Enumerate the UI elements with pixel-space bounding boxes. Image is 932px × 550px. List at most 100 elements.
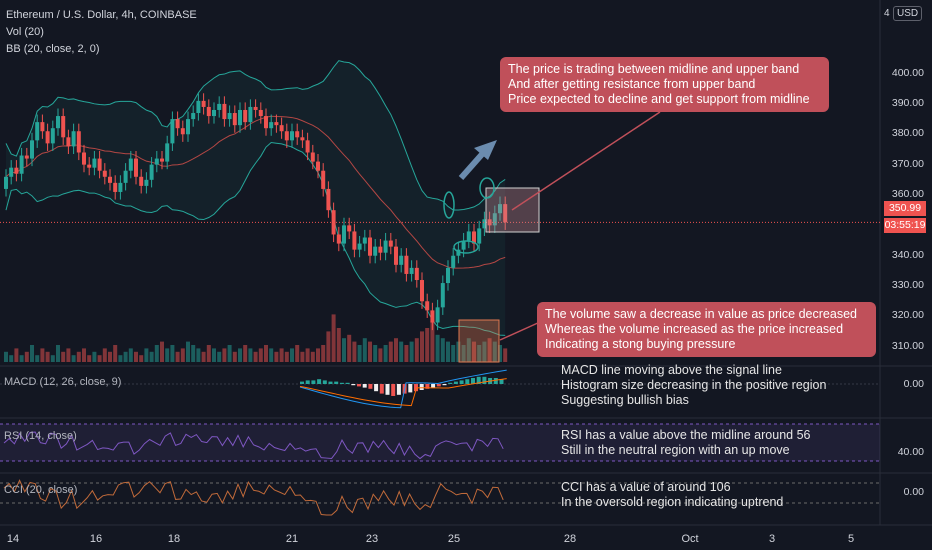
candle-body [300,137,305,141]
volume-bar [472,341,476,362]
volume-bar [357,345,362,362]
volume-bar [217,351,222,362]
volume-bar [274,351,279,362]
annotation-connector [499,321,541,341]
macd-zero-tick: 0.00 [903,378,924,390]
candle-body [19,155,24,174]
time-tick-label: 21 [285,533,299,545]
candle-body [503,204,508,223]
macd-histogram-bar [499,379,504,384]
volume-bar [342,338,346,362]
candle-body [154,158,159,165]
candle-body [227,113,232,120]
candle-body [414,267,419,281]
volume-bar [394,338,398,362]
candle-body [321,170,326,189]
candle-body [388,240,393,247]
up-arrow-head [474,140,497,160]
candle-body [326,188,331,211]
bollinger-indicator-label[interactable]: BB (20, close, 2, 0) [6,43,100,55]
candle-body [269,122,274,129]
candle-body [492,213,497,226]
price-tick-label: 370.00 [891,157,924,170]
volume-bar [388,341,393,362]
macd-histogram-bar [465,379,470,384]
macd-histogram-bar [357,384,361,387]
volume-bar [160,341,164,362]
macd-histogram-bar [408,384,413,393]
up-arrow [458,150,487,180]
resistance-ellipse [443,191,455,219]
macd-histogram-bar [334,381,339,384]
volume-bar [222,348,227,362]
volume-bar [316,348,320,362]
rsi-indicator-label[interactable]: RSI (14, close) [4,430,77,442]
bollinger-upper-band [5,60,506,211]
candle-body [238,109,242,126]
macd-histogram-bar [453,381,458,384]
bollinger-midline [5,115,506,269]
macd-histogram-bar [459,380,464,384]
candle-body [284,131,289,141]
volume-bar [446,341,450,362]
volume-bar [144,348,149,362]
candle-body [342,225,346,244]
volume-bar [165,348,170,362]
time-tick-label: 28 [563,533,577,545]
candle-body [14,167,19,174]
macd-indicator-label[interactable]: MACD (12, 26, close, 9) [4,376,122,388]
candle-body [477,228,482,244]
macd-histogram-bar [339,382,344,384]
volume-bar [102,348,107,362]
candle-body [56,116,60,129]
currency-button[interactable]: USD [893,6,923,21]
macd-histogram-bar [374,384,379,392]
volume-highlight-box [458,319,500,363]
volume-annotation[interactable]: The volume saw a decrease in value as pr… [537,302,876,357]
macd-histogram-bar [442,384,447,386]
candle-body [466,231,471,241]
volume-bar [310,351,315,362]
current-price-tag: 350.99 [884,201,926,216]
volume-bar [139,355,144,362]
candle-body [362,237,367,244]
macd-histogram-bar [476,376,481,384]
candle-body [472,231,476,244]
cci-note: CCI has a value of around 106 In the ove… [561,480,784,509]
candle-body [446,267,450,284]
candle-body [144,179,149,186]
candle-body [24,155,29,159]
volume-bar [227,345,232,362]
candle-body [113,182,118,192]
volume-bar [295,345,300,362]
volume-bar [253,351,258,362]
volume-bar [76,351,81,362]
candle-body [461,240,466,250]
volume-bar [435,334,440,362]
cci-indicator-label[interactable]: CCI (20, close) [4,484,78,496]
volume-bar [373,345,378,362]
rsi-line [3,431,504,460]
volume-bar [451,345,456,362]
volume-bar [24,351,29,362]
rsi-note: RSI has a value above the midline around… [561,428,811,457]
price-annotation[interactable]: The price is trading between midline and… [500,57,829,112]
candle-body [435,307,440,323]
candle-body [134,158,138,177]
candle-body [310,152,315,162]
candle-body [430,310,435,323]
macd-histogram-bar [448,382,453,384]
volume-bar [336,328,341,362]
volume-bar [492,341,497,362]
volume-bar [362,338,367,362]
volume-bar [383,345,388,362]
candle-body [82,152,86,165]
macd-histogram-bar [317,379,322,384]
volume-bar [196,348,201,362]
macd-histogram-bar [305,380,310,384]
volume-bar [4,351,8,362]
volume-bar [456,341,461,362]
volume-indicator-label[interactable]: Vol (20) [6,26,44,38]
